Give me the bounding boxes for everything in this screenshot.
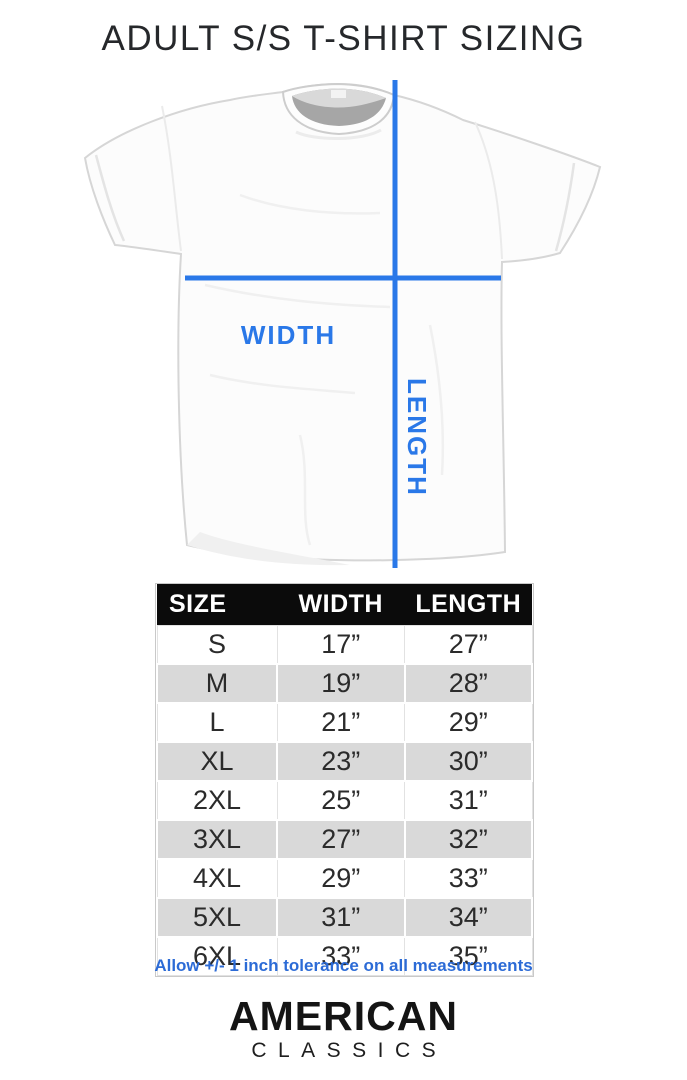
- cell-size: 4XL: [156, 858, 278, 899]
- length-label: LENGTH: [402, 378, 432, 497]
- left-armhole-seam: [161, 105, 182, 252]
- tshirt-wrinkles: [204, 193, 445, 546]
- cell-size: M: [156, 663, 278, 704]
- cell-size: XL: [156, 741, 278, 782]
- cell-size: 5XL: [156, 897, 278, 938]
- right-cuff-fold: [554, 162, 576, 252]
- cell-size: 6XL: [156, 936, 278, 976]
- cell-length: 30”: [403, 741, 533, 782]
- cell-width: 31”: [276, 897, 406, 938]
- table-row: XL 23” 30”: [156, 741, 533, 782]
- table-row: L 21” 29”: [156, 702, 533, 743]
- page-title: ADULT S/S T-SHIRT SIZING: [101, 19, 586, 58]
- table-row: 5XL 31” 34”: [156, 897, 533, 938]
- width-line: [185, 275, 501, 281]
- cell-width: 29”: [276, 858, 405, 899]
- table-row: 6XL 33” 35”: [156, 936, 533, 976]
- table-row: 4XL 29” 33”: [156, 858, 533, 899]
- cell-length: 33”: [404, 858, 533, 899]
- length-line: [392, 80, 398, 568]
- cell-size: 3XL: [156, 819, 278, 860]
- table-row: 2XL 25” 31”: [156, 780, 533, 821]
- tshirt-graphic: [83, 80, 602, 568]
- cell-width: 21”: [276, 702, 405, 743]
- width-label: WIDTH: [240, 320, 337, 350]
- cell-length: 29”: [404, 702, 533, 743]
- cell-width: 19”: [276, 663, 406, 704]
- header-width: WIDTH: [277, 584, 405, 626]
- cell-size: S: [156, 625, 278, 665]
- brand-line2: CLASSICS: [251, 1039, 448, 1063]
- cell-size: L: [156, 702, 278, 743]
- collar: [281, 82, 396, 140]
- left-cuff-fold: [94, 154, 126, 242]
- header-size: SIZE: [157, 584, 277, 626]
- table-row: 3XL 27” 32”: [156, 819, 533, 860]
- cell-length: 28”: [403, 663, 533, 704]
- header-length: LENGTH: [404, 584, 532, 626]
- cell-length: 27”: [404, 625, 533, 665]
- size-table: SIZE WIDTH LENGTH S 17” 27” M 19” 28” L: [155, 583, 534, 977]
- cell-width: 17”: [276, 625, 405, 665]
- tshirt-body: [83, 82, 602, 562]
- cell-width: 33”: [276, 936, 405, 976]
- cell-width: 27”: [276, 819, 406, 860]
- cell-length: 35”: [404, 936, 533, 976]
- table-header-row: SIZE WIDTH LENGTH: [157, 584, 532, 626]
- table-row: M 19” 28”: [156, 663, 533, 704]
- tshirt-diagram: WIDTH LENGTH: [0, 75, 687, 575]
- cell-length: 31”: [404, 780, 533, 821]
- table-row: S 17” 27”: [156, 625, 533, 665]
- cell-size: 2XL: [156, 780, 278, 821]
- cell-length: 32”: [403, 819, 533, 860]
- brand-line1: AMERICAN: [229, 993, 458, 1039]
- hem-fold: [187, 532, 350, 566]
- right-armhole-seam: [474, 121, 503, 260]
- cell-width: 23”: [276, 741, 406, 782]
- tolerance-note: Allow +/- 1 inch tolerance on all measur…: [154, 956, 533, 975]
- brand-logo: AMERICAN CLASSICS: [0, 993, 687, 1063]
- cell-width: 25”: [276, 780, 405, 821]
- cell-length: 34”: [403, 897, 533, 938]
